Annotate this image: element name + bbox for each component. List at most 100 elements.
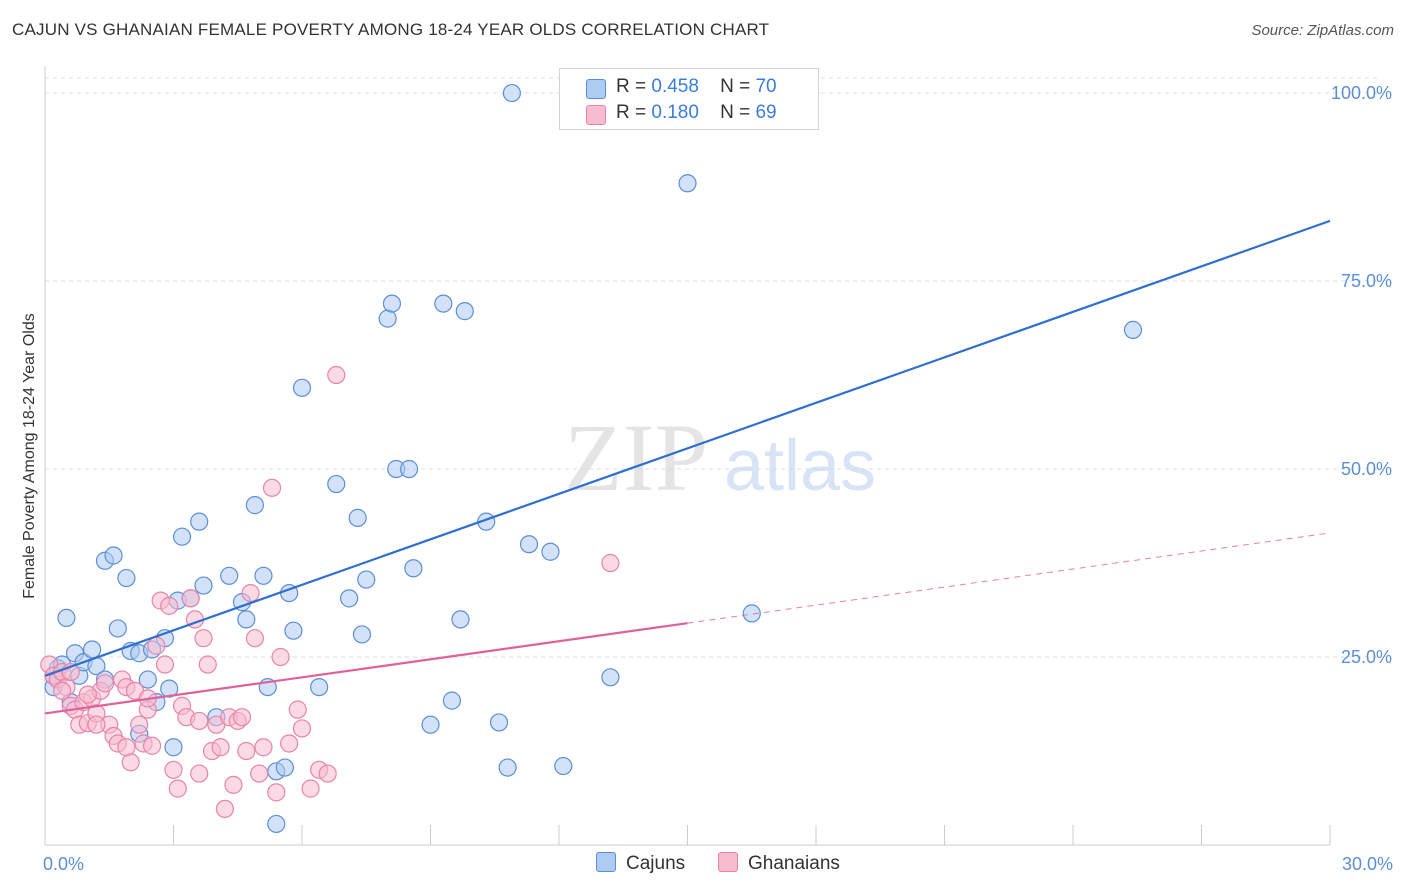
cajun-point — [541, 542, 560, 561]
x-tick-label: 30.0% — [1342, 854, 1393, 874]
bottom-ghanaians-swatch — [718, 852, 738, 872]
cajun-point — [601, 668, 620, 687]
ghanaian-point — [194, 629, 213, 648]
ghanaian-point — [237, 741, 256, 761]
cajuns-r-label: R = — [616, 76, 647, 97]
ghanaian-point — [254, 738, 273, 757]
ghanaian-point — [87, 715, 106, 734]
ghanaian-point — [262, 478, 282, 497]
y-tick-label: 50.0% — [1341, 459, 1392, 479]
ghanaian-point — [78, 685, 97, 704]
ghanaian-point — [168, 779, 187, 798]
cajuns-swatch — [586, 79, 606, 99]
ghanaians-r-label: R = — [616, 102, 647, 123]
cajun-point — [357, 570, 376, 589]
y-axis-label: Female Poverty Among 18-24 Year Olds — [21, 313, 38, 599]
cajun-point — [554, 756, 573, 776]
ghanaian-point — [121, 753, 140, 772]
tick-labels: 25.0% 50.0% 75.0% 100.0% 0.0% 30.0% — [43, 83, 1393, 874]
ghanaian-point — [211, 738, 230, 757]
ghanaian-point — [250, 764, 269, 783]
ghanaian-point — [53, 681, 72, 700]
ghanaian-point — [327, 365, 346, 385]
chart-source: Source: ZipAtlas.com — [1251, 22, 1394, 39]
grid-lines — [45, 77, 1378, 658]
cajun-point — [378, 309, 397, 328]
ghanaian-point — [130, 715, 149, 734]
bottom-ghanaians-label: Ghanaians — [748, 853, 840, 874]
bottom-legend-ghanaians: Ghanaians — [718, 852, 840, 875]
cajun-point — [399, 459, 419, 479]
bottom-cajuns-swatch — [596, 852, 616, 872]
ghanaian-point — [288, 700, 307, 719]
correlation-legend: R = 0.458 N = 70 R = 0.180 N = 69 — [559, 68, 819, 130]
cajun-point — [382, 294, 402, 313]
ghanaians-r-value: 0.180 — [651, 102, 699, 123]
cajun-point — [194, 576, 213, 595]
ghanaian-point — [271, 647, 290, 667]
cajun-point — [327, 474, 346, 494]
cajun-point — [57, 608, 76, 628]
ghanaian-point — [190, 711, 209, 731]
y-tick-label: 25.0% — [1341, 647, 1392, 667]
cajun-point — [164, 738, 183, 757]
ghanaian-trend-extension — [687, 532, 1331, 624]
ghanaian-point — [215, 799, 234, 819]
ghanaian-point — [245, 629, 264, 648]
cajun-point — [434, 294, 453, 313]
cajun-point — [519, 535, 539, 554]
watermark: ZIP atlas — [564, 404, 876, 511]
cajun-point — [267, 814, 286, 834]
cajun-point — [404, 559, 423, 578]
cajun-point — [117, 568, 136, 588]
cajun-point — [678, 174, 697, 193]
cajun-point — [352, 625, 372, 644]
ghanaians-n-label: N = — [720, 102, 751, 123]
cajun-point — [1123, 320, 1143, 340]
cajun-point — [138, 670, 157, 689]
x-tick-label: 0.0% — [43, 854, 84, 874]
cajun-trend-line — [44, 219, 1331, 677]
ghanaian-point — [267, 783, 286, 802]
watermark-atlas: atlas — [724, 426, 876, 506]
ghanaian-point — [241, 583, 260, 603]
cajun-point — [190, 512, 209, 531]
ghanaian-point — [301, 779, 320, 798]
ghanaian-point — [601, 553, 620, 573]
cajun-point — [275, 758, 294, 777]
ghanaian-point — [155, 655, 175, 674]
ghanaian-point — [142, 736, 162, 755]
cajun-point — [340, 589, 359, 608]
chart-title: CAJUN VS GHANAIAN FEMALE POVERTY AMONG 1… — [12, 20, 770, 39]
cajun-point — [455, 302, 474, 321]
cajun-point — [498, 758, 517, 777]
trend-lines — [44, 219, 1331, 715]
cajun-point — [451, 610, 470, 629]
cajun-point — [237, 610, 256, 629]
ghanaian-point — [292, 719, 312, 738]
cajun-point — [489, 713, 509, 732]
ghanaians-swatch — [586, 105, 606, 125]
cajun-point — [108, 619, 127, 638]
cajun-point — [254, 566, 273, 585]
cajun-point — [104, 546, 123, 565]
ghanaian-point — [232, 708, 252, 727]
cajun-point — [172, 527, 192, 546]
watermark-zip: ZIP — [564, 404, 708, 511]
ghanaian-point — [190, 764, 209, 783]
ghanaian-point — [164, 760, 183, 779]
cajun-point — [160, 679, 179, 698]
ghanaian-trend-line — [44, 622, 688, 715]
bottom-cajuns-label: Cajuns — [626, 853, 686, 874]
bottom-legend-cajuns: Cajuns — [596, 852, 685, 875]
cajun-point — [310, 677, 329, 697]
cajun-point — [220, 566, 239, 585]
cajun-point — [742, 604, 761, 623]
cajun-point — [421, 715, 440, 734]
cajun-point — [245, 496, 264, 515]
ghanaian-point — [181, 589, 200, 608]
ghanaian-point — [280, 734, 299, 753]
ghanaian-point — [160, 596, 179, 615]
cajun-point — [83, 640, 102, 659]
